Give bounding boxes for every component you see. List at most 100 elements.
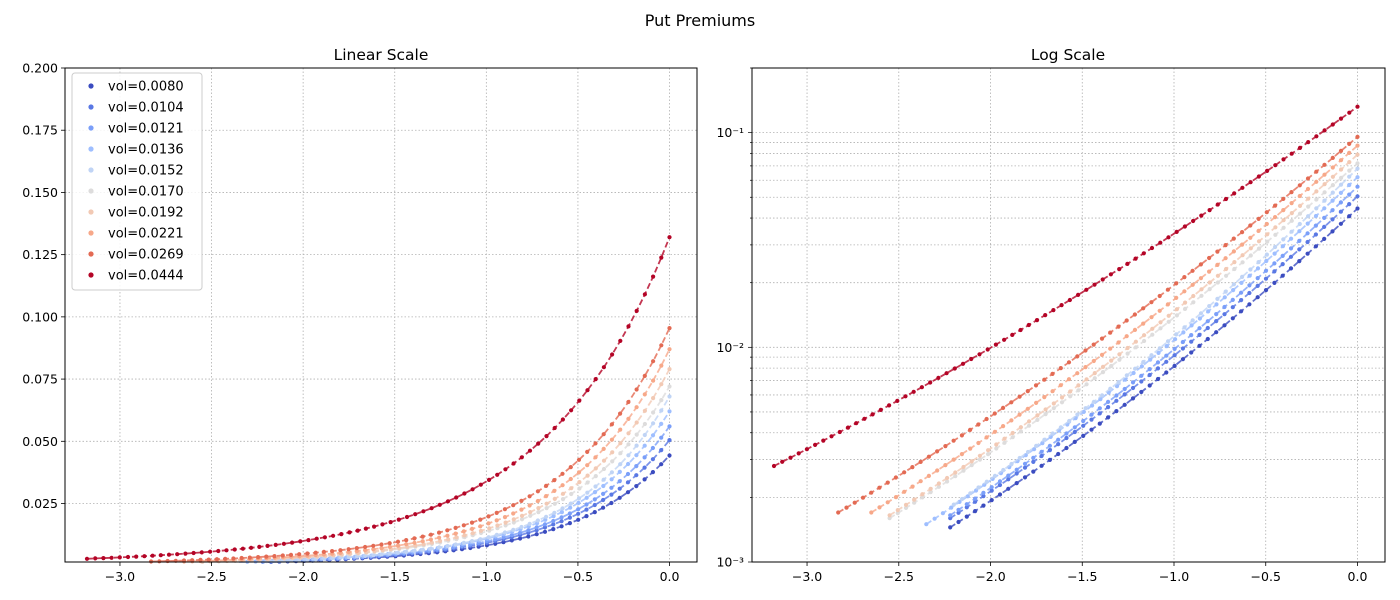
data-point [462, 533, 467, 538]
data-point [1174, 313, 1179, 318]
data-point [166, 552, 172, 557]
data-point [1108, 346, 1113, 351]
data-point [625, 480, 631, 485]
data-point [470, 526, 475, 532]
data-point [428, 532, 433, 537]
log-plot-frame [751, 67, 1386, 563]
data-point [935, 468, 940, 473]
data-point [634, 453, 639, 458]
data-point [1289, 218, 1294, 223]
data-point [667, 438, 672, 443]
data-point [1222, 295, 1227, 300]
data-point [363, 544, 368, 550]
data-point [1091, 399, 1096, 404]
data-point [642, 443, 647, 448]
data-point [272, 554, 277, 559]
data-point [626, 461, 631, 467]
data-point [1265, 168, 1270, 173]
data-point [837, 429, 842, 435]
data-point [1164, 359, 1169, 364]
data-point [960, 361, 966, 366]
data-point [634, 308, 639, 313]
data-point [1026, 322, 1031, 328]
data-point [854, 421, 859, 426]
data-point [1314, 179, 1319, 184]
data-point [509, 533, 514, 538]
data-point [1322, 198, 1327, 203]
data-point [93, 556, 98, 561]
data-point [997, 492, 1003, 497]
data-point [585, 388, 590, 393]
data-point [1090, 403, 1095, 408]
data-point [420, 534, 425, 539]
series-line [870, 144, 1359, 514]
data-point [1272, 269, 1277, 274]
data-point [256, 555, 261, 560]
data-point [469, 520, 475, 525]
linear-series-layer [84, 235, 672, 565]
data-point [1256, 228, 1261, 233]
data-point [551, 527, 556, 532]
data-point [1338, 209, 1343, 214]
data-point [593, 474, 598, 479]
data-point [1022, 465, 1028, 470]
data-point [895, 510, 900, 516]
data-point [428, 537, 433, 542]
data-point [1189, 323, 1194, 328]
data-point [412, 540, 417, 545]
data-point [495, 523, 500, 528]
data-point [1025, 389, 1030, 394]
data-point [651, 359, 656, 364]
data-point [1180, 339, 1185, 345]
data-point [976, 485, 981, 490]
data-point [903, 502, 909, 507]
data-point [544, 514, 549, 519]
data-point [534, 525, 539, 530]
data-point [420, 539, 425, 544]
data-point [651, 396, 656, 401]
data-point [973, 509, 978, 514]
data-point [453, 531, 458, 536]
data-point [651, 274, 656, 279]
data-point [387, 541, 392, 546]
data-point [986, 452, 991, 457]
data-point [642, 373, 647, 378]
data-point [964, 505, 969, 510]
data-point [429, 506, 434, 511]
data-point [945, 479, 950, 484]
legend-label: vol=0.0152 [108, 164, 184, 179]
data-point [601, 458, 607, 463]
data-point [1313, 223, 1318, 228]
data-point [1191, 293, 1196, 299]
data-point [290, 540, 295, 545]
data-point [618, 411, 623, 416]
linear-x-axis: −3.0 −2.5 −2.0 −1.5 −1.0 −0.5 0.0 [105, 562, 680, 584]
data-point [659, 448, 664, 453]
data-point [1155, 366, 1161, 371]
data-point [1072, 439, 1077, 444]
series-line [889, 153, 1359, 517]
data-point [902, 489, 907, 494]
data-point [1097, 421, 1102, 426]
data-point [968, 427, 973, 432]
legend-label: vol=0.0221 [108, 227, 184, 242]
data-point [445, 499, 451, 504]
data-point [1191, 300, 1196, 305]
data-point [576, 470, 582, 475]
data-point [965, 494, 970, 499]
data-point [1231, 236, 1236, 241]
data-point [1158, 240, 1163, 245]
data-point [952, 366, 957, 371]
x-tick-label: −3.0 [792, 569, 822, 584]
data-point [1034, 443, 1039, 448]
data-point [943, 463, 948, 468]
data-point [1263, 288, 1269, 293]
data-point [845, 425, 851, 430]
data-point [1330, 217, 1335, 222]
data-point [667, 409, 672, 414]
data-point [183, 551, 188, 556]
data-point [445, 533, 450, 538]
data-point [1056, 437, 1061, 442]
data-point [592, 490, 598, 495]
data-point [592, 497, 597, 502]
